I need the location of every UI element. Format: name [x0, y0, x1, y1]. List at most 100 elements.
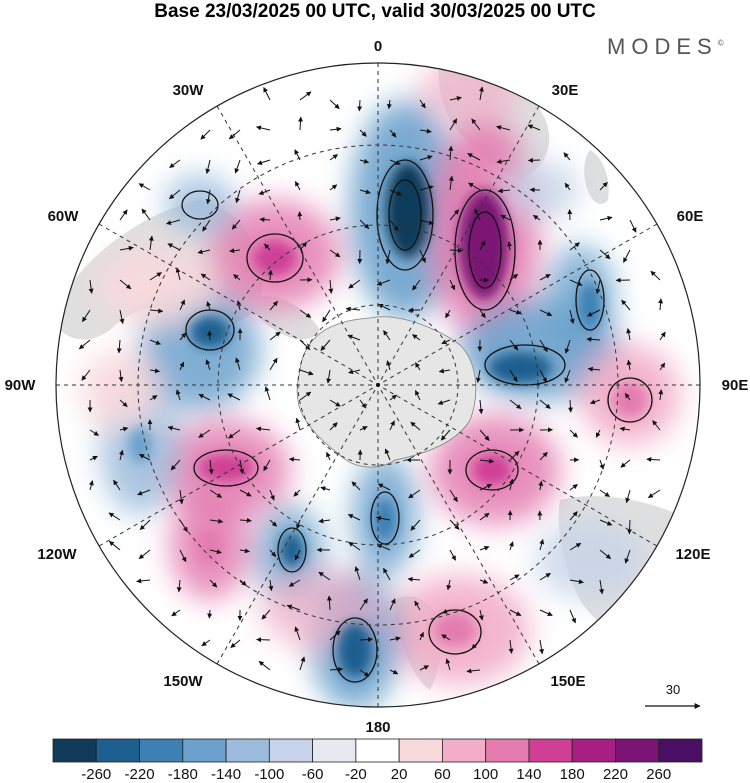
lon-label-90w: 90W: [5, 377, 37, 394]
wind-vector: [167, 243, 181, 251]
colorbar-tick-label: 140: [516, 766, 541, 783]
wind-vector: [509, 339, 519, 351]
wind-vector: [414, 600, 421, 611]
streamline-loop: [388, 179, 422, 251]
wind-vector: [88, 480, 94, 491]
wind-vector: [269, 519, 278, 527]
wind-vector: [569, 279, 583, 286]
wind-vector: [286, 604, 301, 611]
wind-vector: [539, 273, 551, 281]
colorbar-tick-label: -100: [254, 766, 284, 783]
anomaly-area: [165, 175, 235, 235]
wind-vector: [377, 483, 391, 491]
wind-vector: [200, 273, 211, 281]
wind-vector: [329, 99, 340, 109]
colorbar-swatch: [398, 738, 443, 763]
wind-vector: [539, 539, 545, 551]
wind-vector: [410, 519, 421, 531]
wind-vector: [119, 399, 128, 408]
wind-vector: [467, 153, 481, 161]
wind-vector: [412, 279, 421, 291]
wind-vector: [587, 366, 601, 372]
lon-label-120w: 120W: [37, 546, 77, 563]
wind-vector: [235, 357, 241, 371]
colorbar-swatch: [658, 738, 703, 763]
streamline-loop: [376, 159, 434, 271]
colorbar-tick-label: -180: [168, 766, 198, 783]
lon-label-180: 180: [365, 719, 390, 736]
wind-vector: [595, 429, 601, 438]
lon-label-150e: 150E: [550, 673, 585, 690]
wind-vector: [471, 118, 481, 131]
wind-vector: [386, 99, 392, 110]
wind-vector: [508, 478, 514, 491]
reference-vector-label: 30: [666, 682, 680, 697]
wind-vector: [239, 459, 245, 474]
wind-vector: [445, 309, 451, 319]
wind-vector: [329, 126, 342, 132]
antarctica-overlay: [296, 316, 477, 468]
wind-vector: [258, 660, 271, 671]
wind-vector: [449, 519, 460, 530]
wind-vector: [170, 459, 181, 471]
wind-vector: [329, 666, 344, 672]
wind-vector: [625, 489, 631, 504]
wind-vector: [206, 301, 212, 311]
wind-vector: [230, 639, 241, 648]
wind-vector: [329, 249, 341, 258]
wind-vector: [235, 189, 241, 204]
wind-vector: [88, 279, 94, 294]
streamline-loop: [246, 233, 304, 283]
wind-vector: [449, 489, 458, 503]
anomaly-area: [95, 245, 215, 325]
wind-vector: [407, 576, 421, 582]
wind-vector: [329, 422, 338, 431]
colorbar-swatch: [268, 738, 314, 763]
wind-vector: [658, 298, 664, 311]
wind-vector: [149, 272, 162, 281]
brand-name: MODES: [607, 34, 718, 59]
wind-vector: [359, 669, 370, 677]
wind-vector: [179, 299, 185, 311]
wind-vector: [652, 420, 661, 431]
lon-label-90e: 90E: [722, 377, 749, 394]
colorbar-swatch: [225, 738, 270, 763]
wind-vector: [408, 549, 421, 558]
wind-vector: [299, 391, 312, 401]
wind-vector: [449, 279, 456, 291]
anomaly-core: [280, 532, 304, 568]
wind-vector: [386, 360, 391, 371]
wind-vector: [599, 489, 610, 498]
wind-vector: [539, 399, 551, 409]
wind-vector: [320, 339, 331, 351]
wind-vector: [599, 215, 613, 221]
colorbar-tick-label: 100: [473, 766, 498, 783]
wind-vector: [478, 86, 484, 101]
anomaly-core: [386, 162, 430, 258]
streamline-loop: [484, 344, 566, 386]
wind-vector: [167, 425, 181, 431]
wind-vector: [620, 459, 631, 468]
wind-vector: [200, 129, 211, 140]
wind-vector: [297, 211, 303, 221]
anomaly-core: [337, 622, 373, 678]
streamlines: [181, 159, 653, 683]
wind-vector: [261, 609, 271, 620]
wind-vector: [139, 519, 151, 531]
wind-vector: [389, 159, 401, 165]
wind-vector: [318, 571, 331, 581]
wind-vector: [209, 579, 218, 588]
wind-vector: [389, 598, 396, 611]
wind-vector: [539, 609, 553, 616]
wind-vector: [624, 392, 631, 401]
wind-vector: [329, 154, 339, 161]
wind-vector: [446, 579, 452, 591]
colorbar-tick-label: -220: [125, 766, 155, 783]
streamline-loop: [181, 190, 219, 220]
wind-vector: [179, 361, 185, 371]
wind-vector: [589, 399, 601, 405]
lon-label-120e: 120E: [675, 546, 710, 563]
wind-vector: [449, 247, 463, 253]
wind-vector: [539, 451, 548, 461]
wind-vector: [329, 399, 341, 407]
